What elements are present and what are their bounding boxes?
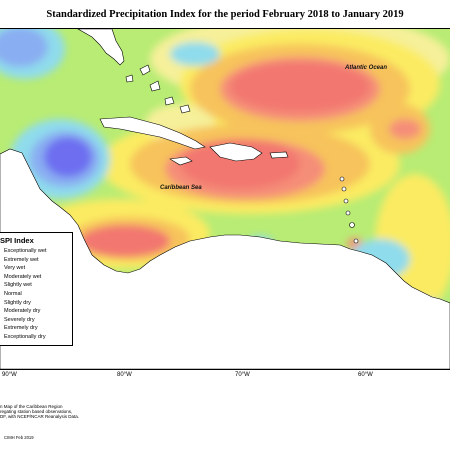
land-masses xyxy=(0,29,450,369)
legend-item: Slightly dry xyxy=(4,299,31,306)
puerto-rico-land xyxy=(269,151,289,159)
legend-item: Extremely wet xyxy=(4,256,39,263)
axis-tick-80w: 80°W xyxy=(117,372,132,378)
hispaniola-land xyxy=(209,142,263,162)
legend-item: Very wet xyxy=(4,265,26,272)
spi-legend: SPI Index Exceptionally wet Extremely wet… xyxy=(0,232,73,346)
legend-item: Severely dry xyxy=(4,316,35,323)
legend-item: Slightly wet xyxy=(4,282,32,289)
axis-tick-70w: 70°W xyxy=(235,372,250,378)
axis-tick-90w: 90°W xyxy=(2,372,17,378)
legend-title: SPI Index xyxy=(0,236,34,245)
legend-item: Moderately dry xyxy=(4,308,41,315)
florida-land xyxy=(77,29,125,66)
mainland-land xyxy=(0,148,450,369)
caribbean-sea-label: Caribbean Sea xyxy=(160,185,202,191)
map-notes: n Map of the Caribbean Region regating s… xyxy=(0,404,80,420)
legend-item: Moderately wet xyxy=(4,273,42,280)
jamaica-land xyxy=(169,156,193,166)
cuba-land xyxy=(99,116,206,150)
map-credit: CIMH Feb 2019 xyxy=(4,435,34,440)
legend-item: Normal xyxy=(4,291,22,297)
spi-map-graphic xyxy=(0,29,450,369)
legend-item: Extremely dry xyxy=(4,325,38,332)
spi-map: Atlantic Ocean Caribbean Sea xyxy=(0,28,450,370)
legend-item: Exceptionally dry xyxy=(4,334,46,340)
map-title: Standardized Precipitation Index for the… xyxy=(46,9,404,20)
legend-item: Exceptionally wet xyxy=(4,248,47,254)
axis-tick-60w: 60°W xyxy=(358,372,373,378)
atlantic-ocean-label: Atlantic Ocean xyxy=(345,65,388,71)
